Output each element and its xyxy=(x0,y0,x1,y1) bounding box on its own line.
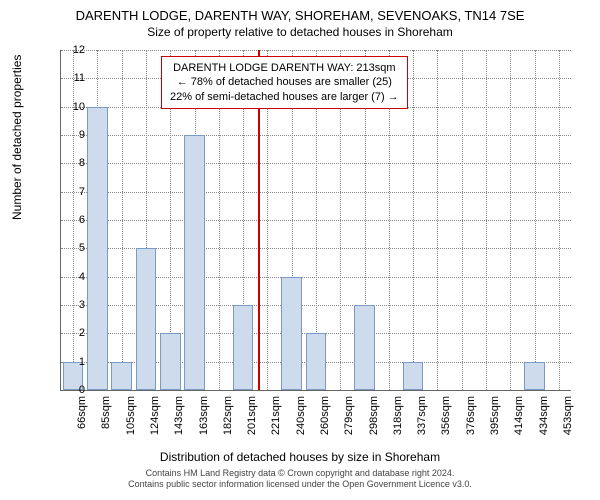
xtick-label: 453sqm xyxy=(562,396,574,435)
gridline-v xyxy=(486,50,487,390)
gridline-v xyxy=(437,50,438,390)
chart-area: DARENTH LODGE DARENTH WAY: 213sqm← 78% o… xyxy=(60,50,570,390)
bar xyxy=(306,333,327,390)
xtick-label: 105sqm xyxy=(125,396,137,435)
bar xyxy=(184,135,205,390)
annotation-line: DARENTH LODGE DARENTH WAY: 213sqm xyxy=(170,61,399,75)
ytick-label: 12 xyxy=(55,44,85,56)
ytick-label: 3 xyxy=(55,299,85,311)
xtick-label: 66sqm xyxy=(76,396,88,429)
xtick-label: 201sqm xyxy=(246,396,258,435)
xtick-label: 434sqm xyxy=(538,396,550,435)
xtick-label: 143sqm xyxy=(173,396,185,435)
xtick-label: 240sqm xyxy=(295,396,307,435)
gridline-v xyxy=(122,50,123,390)
ytick-label: 11 xyxy=(55,72,85,84)
bar xyxy=(281,277,302,390)
xtick-label: 260sqm xyxy=(319,396,331,435)
xtick-label: 414sqm xyxy=(513,396,525,435)
ytick-label: 4 xyxy=(55,271,85,283)
gridline-v xyxy=(413,50,414,390)
gridline-v xyxy=(510,50,511,390)
ytick-label: 1 xyxy=(55,356,85,368)
xtick-label: 182sqm xyxy=(222,396,234,435)
gridline-v xyxy=(535,50,536,390)
gridline-v xyxy=(559,50,560,390)
ytick-label: 8 xyxy=(55,157,85,169)
ytick-label: 6 xyxy=(55,214,85,226)
ytick-label: 5 xyxy=(55,242,85,254)
bar xyxy=(111,362,132,390)
annotation-box: DARENTH LODGE DARENTH WAY: 213sqm← 78% o… xyxy=(161,56,408,109)
annotation-line: 22% of semi-detached houses are larger (… xyxy=(170,90,399,104)
ytick-label: 7 xyxy=(55,186,85,198)
xtick-label: 279sqm xyxy=(343,396,355,435)
ytick-label: 9 xyxy=(55,129,85,141)
chart-container: DARENTH LODGE, DARENTH WAY, SHOREHAM, SE… xyxy=(0,0,600,500)
bar xyxy=(354,305,375,390)
page-title: DARENTH LODGE, DARENTH WAY, SHOREHAM, SE… xyxy=(0,0,600,23)
ytick-label: 2 xyxy=(55,327,85,339)
footer-line1: Contains HM Land Registry data © Crown c… xyxy=(0,468,600,479)
page-subtitle: Size of property relative to detached ho… xyxy=(0,23,600,39)
ytick-label: 0 xyxy=(55,384,85,396)
plot-region: DARENTH LODGE DARENTH WAY: 213sqm← 78% o… xyxy=(60,50,571,391)
xtick-label: 221sqm xyxy=(270,396,282,435)
xtick-label: 85sqm xyxy=(100,396,112,429)
xtick-label: 163sqm xyxy=(198,396,210,435)
bar xyxy=(87,107,108,390)
xtick-label: 337sqm xyxy=(416,396,428,435)
footer-line2: Contains public sector information licen… xyxy=(0,479,600,490)
footer-text: Contains HM Land Registry data © Crown c… xyxy=(0,468,600,490)
xtick-label: 318sqm xyxy=(392,396,404,435)
bar xyxy=(136,248,157,390)
xtick-label: 395sqm xyxy=(489,396,501,435)
xtick-label: 298sqm xyxy=(368,396,380,435)
x-axis-label: Distribution of detached houses by size … xyxy=(0,450,600,464)
ytick-label: 10 xyxy=(55,101,85,113)
bar xyxy=(524,362,545,390)
bar xyxy=(160,333,181,390)
bar xyxy=(403,362,424,390)
xtick-label: 124sqm xyxy=(149,396,161,435)
bar xyxy=(233,305,254,390)
y-axis-label: Number of detached properties xyxy=(10,55,24,220)
xtick-label: 376sqm xyxy=(465,396,477,435)
annotation-line: ← 78% of detached houses are smaller (25… xyxy=(170,75,399,89)
gridline-v xyxy=(462,50,463,390)
xtick-label: 356sqm xyxy=(440,396,452,435)
